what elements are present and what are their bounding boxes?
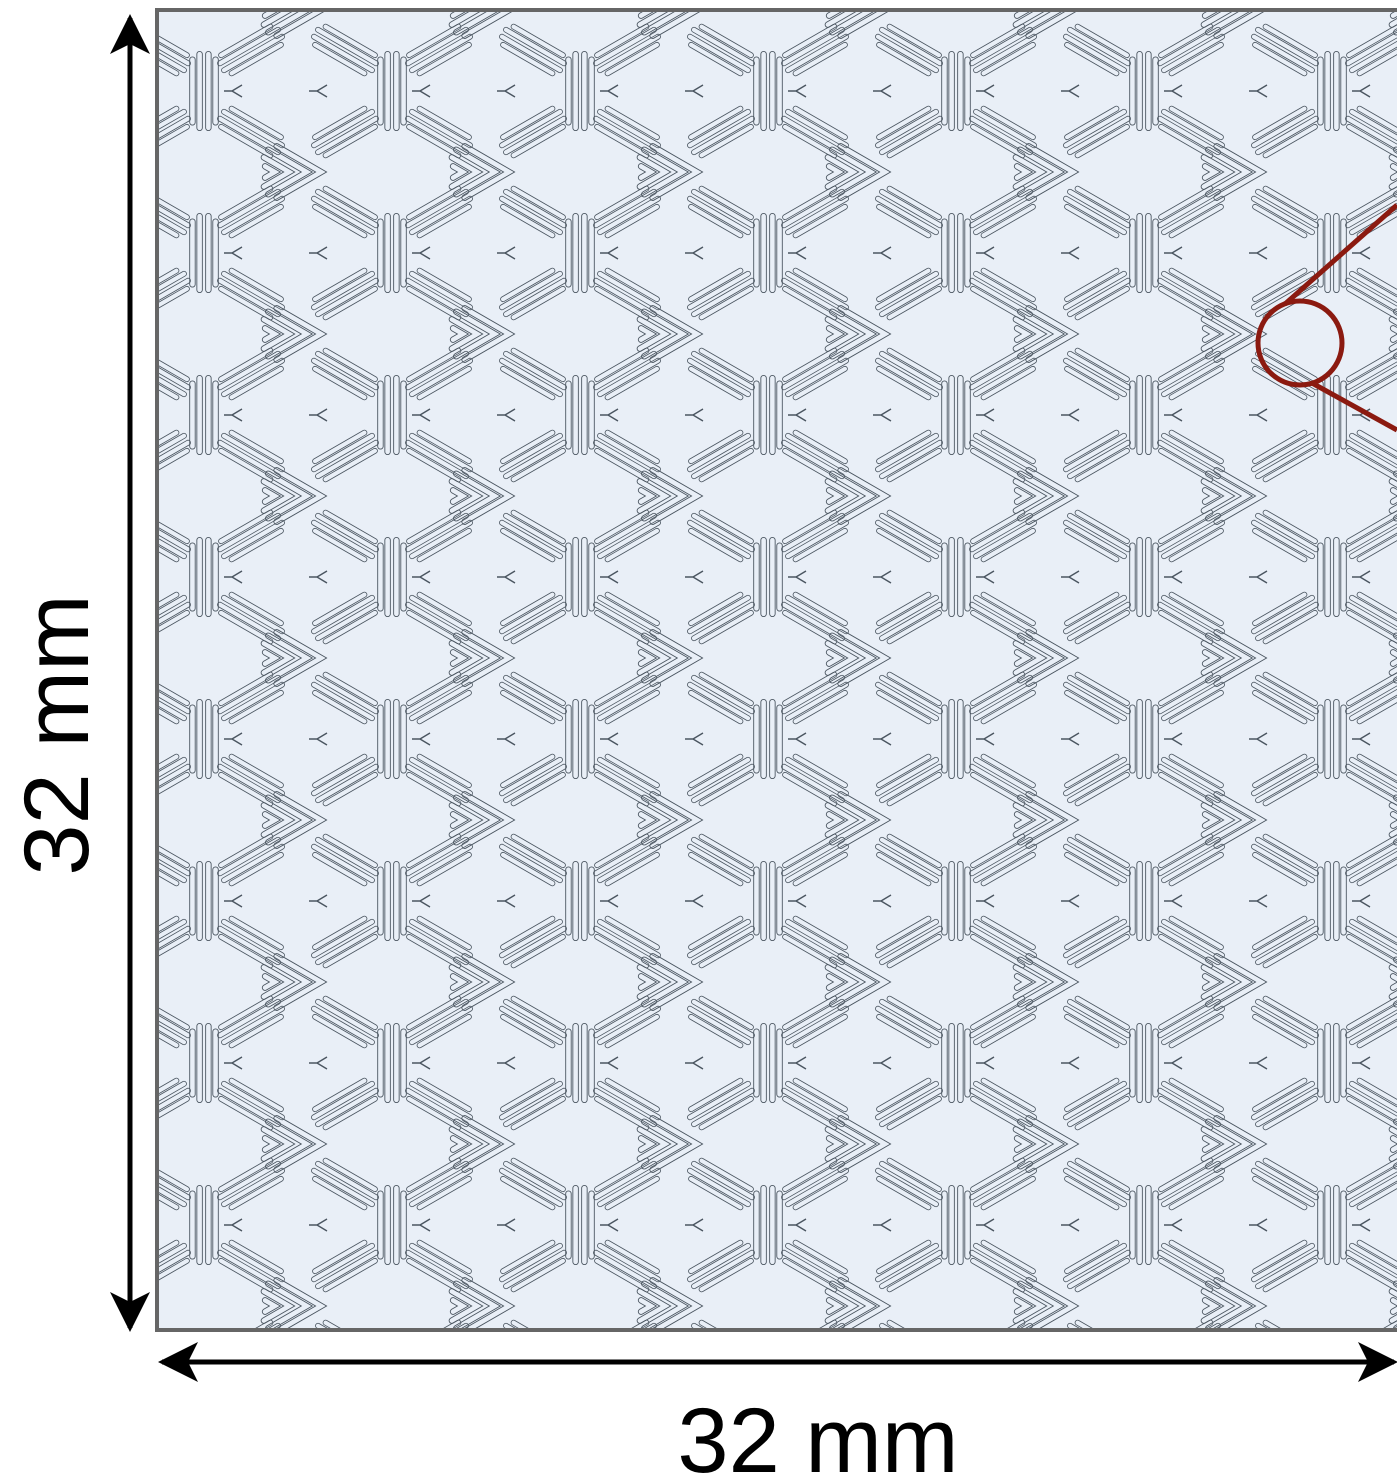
width-label: 32 mm [677,1390,958,1484]
page: 32 mm 32 mm (() => { const data = JSON.p… [0,0,1397,1484]
sample-photo [157,10,1397,1330]
figure: 32 mm 32 mm [0,0,1397,1484]
height-label: 32 mm [6,594,108,875]
